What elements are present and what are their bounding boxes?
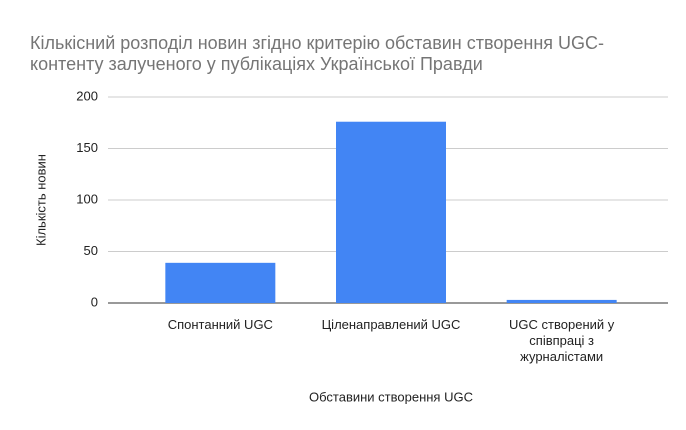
x-tick-label: Цiленаправлений UGC <box>321 317 461 332</box>
y-tick-label: 50 <box>84 243 98 258</box>
x-tick-label: UGC створений у співпраці з журналістами <box>509 317 615 364</box>
y-tick-label: 100 <box>76 191 98 206</box>
y-tick-label: 150 <box>76 140 98 155</box>
y-axis-label: Кількість новин <box>33 154 48 246</box>
x-tick-label: Спонтанний UGC <box>167 317 273 332</box>
y-tick-label: 200 <box>76 88 98 103</box>
chart-title: Кількісний розподіл новин згідно критері… <box>30 33 605 74</box>
x-axis-label: Обставини створення UGC <box>309 389 473 404</box>
y-tick-label: 0 <box>91 294 98 309</box>
bar <box>506 299 617 303</box>
bar <box>165 262 276 303</box>
bar <box>336 121 446 303</box>
